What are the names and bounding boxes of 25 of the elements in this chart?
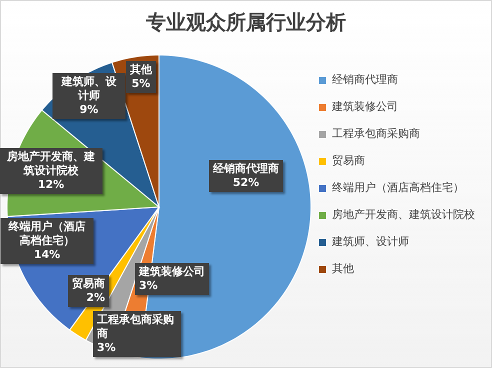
legend-label: 房地产开发商、建筑设计院校 bbox=[332, 208, 475, 222]
legend-label: 终端用户（酒店高档住宅） bbox=[332, 181, 464, 195]
data-label: 12% bbox=[36, 178, 66, 192]
data-label: 3% bbox=[97, 341, 117, 355]
data-label: 5% bbox=[130, 77, 152, 91]
slice-label: 工程承包商采购商 bbox=[97, 313, 175, 341]
legend-label: 建筑师、设计师 bbox=[332, 235, 409, 249]
legend-label: 其他 bbox=[332, 262, 354, 276]
slice-label: 终端用户（酒店高档住宅） bbox=[7, 220, 86, 248]
legend-label: 工程承包商采购商 bbox=[332, 127, 420, 141]
slice-label: 贸易商 bbox=[72, 277, 105, 291]
data-label: 3% bbox=[139, 279, 159, 293]
slice-label: 经销商代理商 bbox=[332, 73, 398, 87]
slice-label: 房地产开发商、建筑设计院校 bbox=[6, 150, 96, 178]
legend-label: 贸易商 bbox=[332, 154, 365, 168]
slice-label: 其他 bbox=[130, 63, 152, 77]
slice-label: 建筑装修公司 bbox=[139, 265, 205, 279]
data-label: 9% bbox=[78, 103, 100, 117]
data-label: 14% bbox=[32, 248, 62, 262]
chart-title: 专业观众所属行业分析 bbox=[145, 9, 347, 36]
legend-label: 建筑装修公司 bbox=[332, 100, 398, 114]
slice-label: 建筑师、设计师 bbox=[60, 75, 118, 103]
data-label: 52% bbox=[232, 176, 260, 190]
data-label: 2% bbox=[85, 291, 105, 305]
slice-label: 经销商代理商 bbox=[213, 162, 279, 176]
